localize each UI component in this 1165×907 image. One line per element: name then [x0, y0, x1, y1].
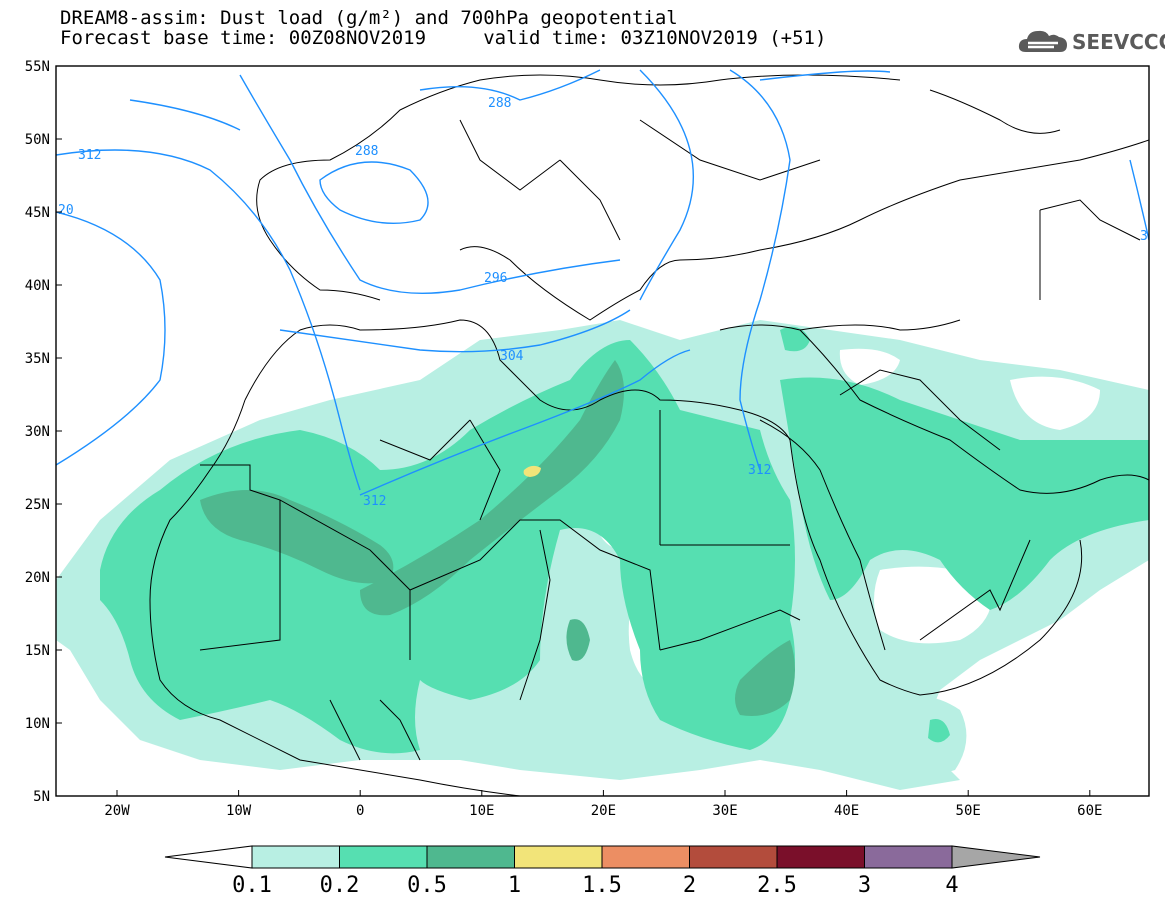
lon-label: 40E: [834, 803, 859, 819]
colorbar-swatch: [514, 845, 603, 869]
longitude-axis: 20W 10W 0 10E 20E 30E 40E 50E 60E: [104, 790, 1102, 819]
seevccc-logo: SEEVCCC: [1018, 26, 1165, 56]
colorbar-label: 2.5: [757, 873, 797, 898]
dust-field-high: [200, 360, 795, 716]
contour-label: 3: [1140, 229, 1148, 244]
colorbar-swatch: [251, 845, 340, 869]
lat-label: 45N: [25, 205, 50, 221]
lon-label: 10E: [469, 803, 494, 819]
lon-label: 50E: [956, 803, 981, 819]
contour-label: 288: [488, 96, 511, 111]
country-borders: [149, 74, 1149, 796]
lon-label: 20E: [591, 803, 616, 819]
lat-label: 55N: [25, 59, 50, 75]
map-title: DREAM8-assim: Dust load (g/m²) and 700hP…: [60, 7, 678, 29]
lon-label: 0: [356, 803, 364, 819]
lat-label: 30N: [25, 424, 50, 440]
geopotential-contours: [56, 69, 1149, 496]
lat-label: 5N: [33, 789, 50, 805]
colorbar-swatch: [601, 845, 690, 869]
contour-label: 20: [58, 203, 74, 218]
lat-label: 10N: [25, 716, 50, 732]
colorbar-label: 0.1: [232, 873, 272, 898]
colorbar-swatch: [864, 845, 953, 869]
colorbar-label: 0.5: [407, 873, 447, 898]
colorbar-label: 1.5: [582, 873, 622, 898]
contour-label: 304: [500, 349, 524, 364]
lat-label: 35N: [25, 351, 50, 367]
lon-label: 30E: [712, 803, 737, 819]
colorbar-swatch: [339, 845, 428, 869]
lat-label: 20N: [25, 570, 50, 586]
lon-label: 60E: [1077, 803, 1102, 819]
contour-labels: 312 20 288 288 296 304 312 312 3: [58, 96, 1148, 509]
lat-label: 50N: [25, 132, 50, 148]
colorbar-label: 3: [858, 873, 871, 898]
latitude-axis: 55N 50N 45N 40N 35N 30N 25N 20N 15N 10N 5N: [25, 59, 62, 805]
contour-label: 296: [484, 271, 507, 286]
lat-label: 40N: [25, 278, 50, 294]
colorbar-label: 0.2: [320, 873, 360, 898]
logo-text: SEEVCCC: [1072, 30, 1165, 54]
colorbar-label: 2: [683, 873, 696, 898]
lon-label: 10W: [226, 803, 252, 819]
colorbar-swatch: [776, 845, 865, 869]
contour-label: 312: [78, 148, 101, 163]
dust-field-peak: [523, 465, 541, 477]
forecast-time-info: Forecast base time: 00Z08NOV2019 valid t…: [60, 27, 827, 49]
lat-label: 25N: [25, 497, 50, 513]
colorbar-under-arrow: [164, 845, 253, 869]
cloud-icon: [1018, 30, 1067, 52]
colorbar-label: 4: [945, 873, 958, 898]
lon-label: 20W: [104, 803, 130, 819]
contour-label: 288: [355, 144, 378, 159]
contour-label: 312: [363, 494, 386, 509]
colorbar-over-arrow: [951, 845, 1041, 869]
colorbar-label: 1: [508, 873, 521, 898]
lat-label: 15N: [25, 643, 50, 659]
colorbar-swatch: [689, 845, 778, 869]
contour-label: 312: [748, 463, 771, 478]
colorbar-swatch: [426, 845, 515, 869]
